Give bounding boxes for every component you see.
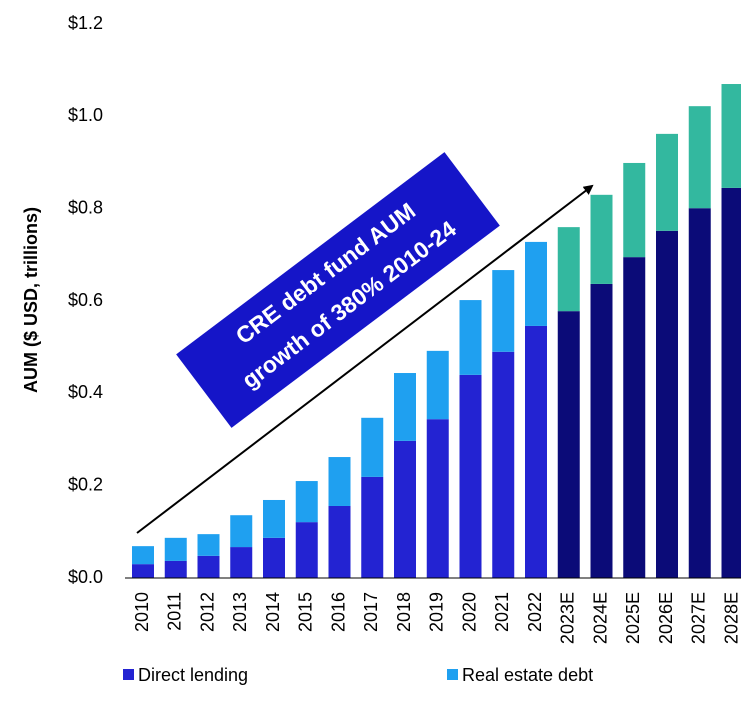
- bar-segment: [688, 106, 711, 209]
- plot-area: $0.0 $0.2 $0.4 $0.6 $0.8 $1.0 $1.2 2010 2011 2012…: [68, 13, 741, 685]
- x-tick-label: 2022: [525, 592, 545, 632]
- bar-segment: [721, 84, 741, 188]
- bar-segment: [557, 227, 580, 312]
- y-tick-label: $0.6: [68, 290, 103, 310]
- x-tick-label: 2023E: [558, 592, 578, 644]
- bar-segment: [426, 419, 449, 578]
- y-tick-label: $1.0: [68, 105, 103, 125]
- bar-segment: [394, 373, 416, 441]
- x-tick-label: 2021: [492, 592, 512, 632]
- x-tick-label: 2010: [132, 592, 152, 632]
- bar-segment: [459, 300, 482, 375]
- y-tick-label: $0.4: [68, 382, 103, 402]
- bar-segment: [263, 499, 285, 538]
- bar-segment: [492, 270, 515, 352]
- bar-segment: [394, 440, 416, 578]
- y-tick-label: $0.8: [68, 197, 103, 217]
- y-tick-label: $0.2: [68, 474, 103, 494]
- bar-segment: [197, 555, 220, 578]
- legend-swatch: [123, 669, 134, 680]
- bar-segment: [459, 374, 482, 578]
- bar-segment: [492, 351, 515, 578]
- bar-segment: [328, 505, 351, 578]
- x-tick-label: 2018: [394, 592, 414, 632]
- bar-segment: [361, 476, 384, 578]
- bar-segment: [590, 194, 613, 284]
- x-tick-label: 2020: [459, 592, 479, 632]
- bar-segment: [623, 257, 646, 578]
- bar-segment: [295, 481, 318, 523]
- x-tick-label: 2015: [296, 592, 316, 632]
- legend-label: Real estate debt: [462, 665, 593, 685]
- x-tick-label: 2012: [197, 592, 217, 632]
- bar-segment: [656, 133, 678, 231]
- x-tick-label: 2019: [427, 592, 447, 632]
- bar-segment: [230, 547, 253, 578]
- x-tick-label: 2025E: [623, 592, 643, 644]
- bar-segment: [328, 457, 351, 506]
- bar-segment: [721, 187, 741, 578]
- bar-segment: [263, 537, 285, 578]
- x-tick-label: 2014: [263, 592, 283, 632]
- bar-segment: [230, 515, 253, 548]
- y-axis-label: AUM ($ USD, trillions): [21, 207, 41, 393]
- bar-segment: [164, 537, 187, 561]
- x-tick-label: 2011: [165, 592, 185, 631]
- annotation-bg: [176, 152, 500, 428]
- bar-segment: [525, 325, 547, 578]
- bar-segment: [361, 417, 384, 477]
- bar-segment: [197, 534, 220, 556]
- legend-swatch: [447, 669, 458, 680]
- x-tick-label: 2017: [361, 592, 381, 632]
- bar-segment: [590, 283, 613, 578]
- x-tick-label: 2024E: [590, 592, 610, 644]
- bar-segment: [557, 311, 580, 578]
- annotation-box: CRE debt fund AUM growth of 380% 2010-24: [176, 152, 500, 428]
- bar-segment: [525, 241, 547, 326]
- bar-segment: [623, 162, 646, 258]
- bar-segment: [164, 560, 187, 578]
- growth-arrow: [136, 184, 594, 534]
- bar-segment: [132, 546, 154, 565]
- x-tick-label: 2026E: [656, 592, 676, 644]
- y-tick-label: $0.0: [68, 567, 103, 587]
- bar-segment: [132, 564, 154, 578]
- bar-segment: [688, 208, 711, 578]
- bar-segment: [426, 350, 449, 420]
- legend-label: Direct lending: [138, 665, 248, 685]
- y-tick-label: $1.2: [68, 13, 103, 33]
- x-tick-label: 2013: [230, 592, 250, 632]
- bar-segment: [656, 230, 678, 578]
- x-tick-label: 2028E: [721, 592, 741, 644]
- bar-segment: [295, 522, 318, 578]
- x-tick-label: 2027E: [689, 592, 709, 644]
- x-tick-label: 2016: [328, 592, 348, 632]
